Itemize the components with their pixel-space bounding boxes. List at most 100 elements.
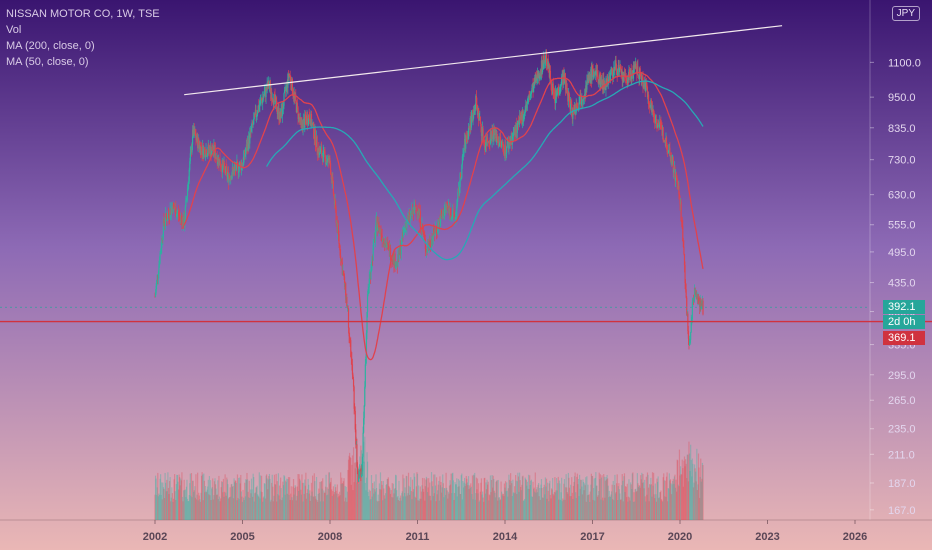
- volume-bar: [650, 477, 652, 520]
- volume-bar: [414, 496, 416, 520]
- volume-bar: [518, 491, 520, 520]
- volume-bar: [184, 489, 186, 520]
- candle-body: [460, 177, 462, 179]
- volume-bar: [236, 474, 239, 520]
- volume-bar: [248, 497, 250, 520]
- candle-body: [372, 245, 374, 261]
- candle-body: [560, 85, 562, 88]
- candle-body: [695, 290, 697, 297]
- volume-bar: [426, 492, 429, 520]
- volume-bar: [657, 476, 659, 520]
- volume-bar: [249, 489, 251, 520]
- legend-ma200[interactable]: MA (200, close, 0): [6, 40, 95, 52]
- volume-bar: [386, 484, 388, 520]
- volume-bar: [618, 483, 620, 520]
- volume-bar: [610, 494, 612, 520]
- volume-bar: [515, 480, 517, 520]
- volume-bar: [182, 501, 184, 520]
- volume-bar: [528, 489, 530, 520]
- candle-body: [549, 70, 552, 82]
- legend-ma50[interactable]: MA (50, close, 0): [6, 56, 89, 68]
- volume-bar: [227, 484, 229, 520]
- volume-bar: [436, 494, 438, 520]
- volume-bar: [450, 473, 452, 520]
- candle-body: [221, 160, 223, 173]
- volume-bar: [655, 494, 657, 520]
- candle-body: [383, 238, 385, 245]
- candle-body: [512, 133, 515, 136]
- candle-body: [593, 75, 595, 78]
- volume-bar: [585, 477, 587, 520]
- volume-bar: [198, 492, 200, 520]
- volume-bar: [321, 488, 323, 520]
- volume-bar: [261, 492, 263, 520]
- volume-bar: [529, 475, 531, 520]
- currency-button[interactable]: JPY: [891, 6, 920, 21]
- volume-bar: [244, 496, 246, 520]
- candle-body: [582, 97, 585, 100]
- candle-body: [608, 76, 610, 84]
- candle-body: [524, 113, 526, 114]
- volume-bar: [157, 496, 159, 520]
- volume-bar: [465, 483, 467, 520]
- volume-bar: [407, 493, 409, 520]
- candle-body: [698, 300, 700, 303]
- volume-bar: [574, 472, 576, 520]
- candle-body: [159, 253, 161, 264]
- candle-body: [305, 118, 307, 120]
- volume-bar: [469, 487, 471, 520]
- candle-body: [646, 87, 649, 98]
- candle-body: [506, 146, 508, 153]
- price-tick-label: 167.0: [888, 505, 916, 517]
- volume-bar: [538, 496, 540, 520]
- volume-bar: [265, 475, 267, 520]
- volume-bar: [635, 488, 637, 520]
- volume-bar: [382, 500, 384, 520]
- candle-body: [257, 112, 259, 114]
- legend-volume[interactable]: Vol: [6, 24, 22, 36]
- candle-body: [375, 221, 377, 233]
- candle-body: [156, 275, 158, 281]
- volume-bar: [536, 487, 538, 520]
- volume-bar: [476, 489, 478, 520]
- volume-bar: [336, 484, 338, 520]
- volume-bar: [420, 498, 422, 520]
- volume-bar: [280, 488, 282, 520]
- candle-body: [691, 302, 693, 320]
- volume-bar: [685, 459, 687, 520]
- volume-bar: [168, 494, 170, 520]
- volume-bar: [290, 486, 292, 520]
- volume-bar: [545, 486, 547, 520]
- volume-bar: [410, 477, 412, 520]
- candle-body: [692, 299, 694, 303]
- candle-body: [158, 264, 160, 274]
- volume-bar: [665, 476, 668, 520]
- candle-body: [255, 115, 258, 118]
- candle-body: [682, 241, 684, 247]
- volume-bar: [264, 483, 266, 520]
- volume-bar: [475, 477, 477, 520]
- volume-bar: [411, 479, 414, 520]
- volume-bar: [352, 447, 355, 520]
- candle-body: [444, 208, 446, 212]
- candle-body: [226, 168, 228, 177]
- candle-body: [306, 115, 309, 125]
- candle-body: [531, 88, 533, 92]
- candle-body: [283, 93, 285, 106]
- candle-body: [341, 262, 343, 275]
- candle-body: [439, 214, 442, 227]
- volume-bar: [593, 478, 595, 520]
- volume-bar: [423, 491, 425, 520]
- legend-symbol[interactable]: NISSAN MOTOR CO, 1W, TSE: [6, 8, 160, 20]
- volume-bar: [506, 490, 508, 520]
- volume-bar: [607, 478, 609, 520]
- volume-bar: [200, 475, 203, 520]
- volume-bar: [485, 482, 487, 520]
- candle-body: [550, 81, 552, 85]
- volume-bar: [477, 493, 479, 520]
- volume-bar: [312, 475, 314, 520]
- volume-bar: [627, 501, 629, 520]
- volume-bar: [160, 494, 162, 520]
